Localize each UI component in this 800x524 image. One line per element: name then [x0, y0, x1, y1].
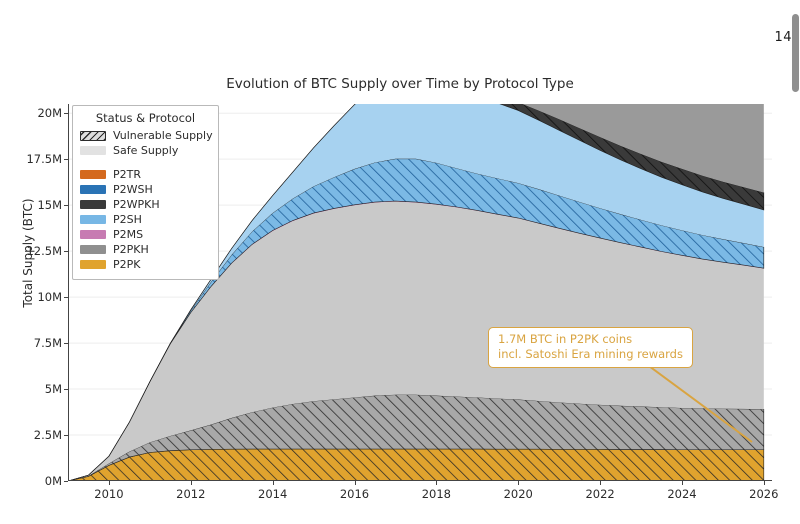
x-tick-mark — [681, 481, 683, 485]
legend-label: P2PK — [113, 258, 141, 271]
x-tick-label: 2024 — [667, 487, 697, 501]
legend-swatch — [80, 130, 106, 141]
annotation-line-2: incl. Satoshi Era mining rewards — [498, 347, 683, 361]
annotation-callout: 1.7M BTC in P2PK coins incl. Satoshi Era … — [488, 327, 693, 368]
legend-title: Status & Protocol — [95, 111, 196, 125]
legend-protocol-group: P2TR P2WSH P2WPKH P2SH P2MS P2PKH P2PK — [80, 167, 211, 272]
area-series — [68, 448, 765, 481]
area-series — [68, 158, 765, 481]
y-tick-mark — [64, 435, 68, 437]
x-tick-mark — [518, 481, 520, 485]
page-title: Evolution of BTC Supply over Time by Pro… — [226, 76, 574, 92]
y-tick-label: 12.5M — [26, 244, 62, 259]
legend-spacer — [80, 158, 211, 167]
legend-item-p2wsh[interactable]: P2WSH — [80, 182, 211, 197]
x-tick-label: 2010 — [94, 487, 124, 501]
page-counter: 14 — [774, 30, 792, 45]
legend-swatch — [80, 146, 106, 155]
legend-swatch — [80, 200, 106, 209]
y-tick-label: 15M — [37, 198, 62, 213]
y-tick-mark — [64, 343, 68, 345]
x-tick-label: 2022 — [585, 487, 615, 501]
x-tick-mark — [190, 481, 192, 485]
x-tick-label: 2018 — [421, 487, 451, 501]
legend-item-vulnerable-supply[interactable]: Vulnerable Supply — [80, 128, 213, 143]
scrollbar-thumb[interactable] — [792, 14, 799, 92]
area-series — [68, 201, 764, 481]
area-series — [68, 104, 356, 481]
y-tick-mark — [64, 113, 68, 115]
y-tick-mark — [64, 481, 68, 482]
x-tick-label: 2014 — [258, 487, 288, 501]
legend-item-safe-supply[interactable]: Safe Supply — [80, 143, 211, 158]
legend-status-group: Vulnerable Supply Safe Supply — [80, 128, 213, 158]
legend-item-p2ms[interactable]: P2MS — [80, 227, 211, 242]
legend-label: P2PKH — [113, 243, 149, 256]
x-tick-mark — [108, 481, 110, 485]
legend-label: P2TR — [113, 168, 141, 181]
annotation-line-1: 1.7M BTC in P2PK coins — [498, 332, 633, 346]
area-series — [68, 104, 764, 481]
legend-swatch — [80, 185, 106, 194]
area-series — [68, 394, 765, 481]
x-tick-mark — [354, 481, 356, 485]
y-tick-label: 0M — [44, 474, 62, 488]
scrollbar-track[interactable] — [791, 0, 800, 524]
legend-label: P2MS — [113, 228, 144, 241]
legend-swatch — [80, 245, 106, 254]
y-tick-mark — [64, 251, 68, 253]
x-tick-label: 2016 — [339, 487, 370, 501]
y-tick-label: 7.5M — [33, 336, 62, 351]
legend-label: P2WPKH — [113, 198, 160, 211]
legend-item-p2sh[interactable]: P2SH — [80, 212, 211, 227]
legend-swatch — [80, 260, 106, 269]
stacked-areas — [68, 104, 765, 481]
legend-label: P2WSH — [113, 183, 153, 196]
legend-item-p2pkh[interactable]: P2PKH — [80, 242, 211, 257]
legend-swatch — [80, 230, 106, 239]
y-tick-mark — [64, 297, 68, 299]
legend-swatch — [80, 170, 106, 179]
legend-swatch — [80, 215, 106, 224]
x-tick-label: 2012 — [176, 487, 206, 501]
y-tick-label: 5M — [44, 382, 62, 397]
legend-item-p2pk[interactable]: P2PK — [80, 257, 211, 272]
legend[interactable]: Status & Protocol Vulnerable Supply Safe … — [72, 105, 219, 280]
y-tick-mark — [64, 389, 68, 391]
x-tick-label: 2026 — [749, 487, 779, 501]
y-tick-mark — [64, 205, 68, 207]
area-series — [68, 104, 764, 481]
legend-item-p2tr[interactable]: P2TR — [80, 167, 211, 182]
legend-label: Vulnerable Supply — [113, 129, 213, 142]
y-tick-label: 20M — [37, 106, 62, 121]
y-tick-label: 17.5M — [26, 152, 62, 167]
x-tick-mark — [600, 481, 602, 485]
x-tick-mark — [763, 481, 765, 485]
legend-item-p2wpkh[interactable]: P2WPKH — [80, 197, 211, 212]
x-tick-label: 2020 — [503, 487, 533, 501]
x-tick-mark — [272, 481, 274, 485]
legend-label: Safe Supply — [113, 144, 179, 157]
y-tick-label: 10M — [37, 290, 62, 305]
x-tick-mark — [436, 481, 438, 485]
legend-label: P2SH — [113, 213, 142, 226]
y-tick-label: 2.5M — [33, 428, 62, 443]
y-tick-mark — [64, 159, 68, 161]
